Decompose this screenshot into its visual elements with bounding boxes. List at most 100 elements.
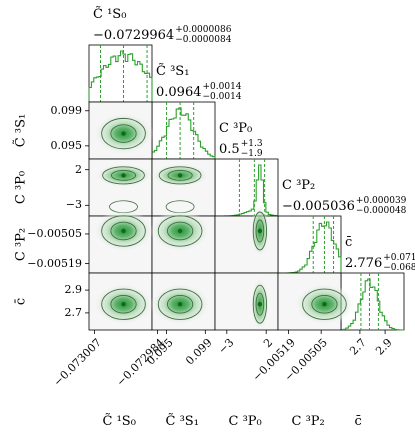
diag-frame-c3p2 xyxy=(277,215,342,274)
histogram-c3p0 xyxy=(215,164,279,217)
title-err-minus-c3s1: −0.0014 xyxy=(202,92,242,102)
histogram-cbar xyxy=(340,278,404,331)
title-err-plus-c1s0: +0.0000086 xyxy=(175,25,232,35)
y-tick-text-c3p0-0: −3 xyxy=(65,198,82,212)
contour-outer-cbar-vs-c1s0 xyxy=(101,288,146,320)
title-errors-cbar: +0.071 −0.068 xyxy=(383,253,415,273)
contour-outer-c3p0-vs-c1s0 xyxy=(102,166,145,185)
title-median-c1s0: −0.0729964 xyxy=(93,28,175,43)
contour-inner-c3s1-vs-c1s0 xyxy=(110,124,137,143)
x-axis-label-c3p0: C ³P₀ xyxy=(229,414,262,429)
y-tick-text-c3p0-1: 2 xyxy=(75,162,82,176)
y-tick-label-cbar-0: 2.7 xyxy=(65,306,83,319)
density-core-cbar-vs-c1s0 xyxy=(121,302,126,307)
contour-inner-c3p2-vs-c3p0 xyxy=(255,219,265,243)
x-axis-label-cbar: c̄ xyxy=(355,414,362,429)
density-core-c3p2-vs-c3p0 xyxy=(257,228,263,234)
x-axis-text-c3p2: C ³P₂ xyxy=(291,414,325,429)
y-axis-label-c3p2: C ³P₂ xyxy=(14,219,29,269)
y-tick-text-cbar-0: 2.7 xyxy=(64,305,83,319)
y-tick-label-c3s1-0: 0.095 xyxy=(51,139,83,152)
title-err-minus-cbar: −0.068 xyxy=(383,263,415,273)
density-core-c3p0-vs-c1s0 xyxy=(121,173,126,178)
title-label-c3s1: C̃ ³S₁ xyxy=(156,64,189,79)
title-err-plus-c3s1: +0.0014 xyxy=(202,82,242,92)
x-axis-text-c3s1: C̃ ³S₁ xyxy=(165,414,199,429)
y-tick-text-cbar-1: 2.9 xyxy=(64,283,83,297)
contour-outer-c3p0-vs-c3s1 xyxy=(158,166,202,185)
contour-inner-c3p2-vs-c1s0 xyxy=(110,221,137,241)
title-label-cbar: c̄ xyxy=(345,235,352,250)
y-tick-label-c3s1-1: 0.099 xyxy=(51,104,83,117)
density-core-c3p2-vs-c3s1 xyxy=(177,228,183,234)
density-core-c3s1-vs-c1s0 xyxy=(121,131,126,136)
contour-inner-c3p0-vs-c1s0 xyxy=(110,169,137,181)
title-err-minus-c1s0: −0.0000084 xyxy=(175,35,232,45)
y-tick-text-c3p2-0: −0.00519 xyxy=(27,256,82,270)
title-label-c3p2: C ³P₂ xyxy=(282,178,315,193)
y-axis-label-cbar: c̄ xyxy=(14,276,29,326)
title-median-cbar: 2.776 xyxy=(345,256,383,271)
y-tick-label-c3p0-1: 2 xyxy=(75,163,82,176)
title-median-c3p2: −0.005036 xyxy=(282,199,355,214)
y-tick-label-cbar-1: 2.9 xyxy=(65,283,83,296)
y-tick-text-c3p2-1: −0.00505 xyxy=(27,226,82,240)
title-err-plus-c3p0: +1.3 xyxy=(240,139,263,149)
density-core-cbar-vs-c3s1 xyxy=(177,302,183,307)
title-err-minus-c3p0: −1.9 xyxy=(240,149,263,159)
diag-frame-c3p0 xyxy=(214,158,279,217)
y-axis-text-cbar: c̄ xyxy=(13,297,29,305)
contour-inner-c3p0-vs-c3s1 xyxy=(167,169,193,181)
title-median-c3s1: 0.0964 xyxy=(156,85,202,100)
x-axis-text-c1s0: C̃ ¹S₀ xyxy=(102,414,136,429)
title-name-c3s1: C̃ ³S₁ xyxy=(156,64,190,79)
histogram-c3s1 xyxy=(151,107,216,159)
title-errors-c3p0: +1.3 −1.9 xyxy=(241,139,263,159)
title-value-c3p2: −0.005036 +0.000039 −0.000048 xyxy=(282,196,406,216)
y-tick-text-c3s1-1: 0.099 xyxy=(50,103,83,117)
y-tick-label-c3p2-1: −0.00505 xyxy=(27,227,82,240)
title-err-plus-cbar: +0.071 xyxy=(383,253,415,263)
y-axis-text-c3p2: C ³P₂ xyxy=(13,227,29,261)
x-axis-label-c3p2: C ³P₂ xyxy=(292,414,325,429)
density-core-c3p0-vs-c3s1 xyxy=(177,173,183,178)
y-axis-label-c3p0: C ³P₀ xyxy=(14,162,29,212)
title-name-c3p0: C ³P₀ xyxy=(219,121,253,136)
title-errors-c1s0: +0.0000086 −0.0000084 xyxy=(175,25,231,45)
contour-outer-cbar-vs-c3s1 xyxy=(157,288,203,320)
contour-outer-c3p2-vs-c1s0 xyxy=(101,215,146,247)
title-name-c1s0: C̃ ¹S₀ xyxy=(93,7,127,22)
title-errors-c3s1: +0.0014 −0.0014 xyxy=(203,82,242,102)
density-core-cbar-vs-c3p2 xyxy=(322,302,327,307)
title-label-c3p0: C ³P₀ xyxy=(219,121,252,136)
x-axis-label-c3s1: C̃ ³S₁ xyxy=(166,414,199,429)
title-median-c3p0: 0.5 xyxy=(219,142,240,157)
title-err-minus-c3p2: −0.000048 xyxy=(355,206,407,216)
title-label-c1s0: C̃ ¹S₀ xyxy=(93,7,126,22)
x-axis-text-cbar: c̄ xyxy=(354,414,362,429)
title-value-c3p0: 0.5 +1.3 −1.9 xyxy=(219,139,263,159)
y-axis-label-c3s1: C̃ ³S₁ xyxy=(14,105,29,155)
density-core-c3p2-vs-c1s0 xyxy=(121,228,126,234)
title-errors-c3p2: +0.000039 −0.000048 xyxy=(356,196,406,216)
title-name-c3p2: C ³P₂ xyxy=(282,178,316,193)
y-tick-text-c3s1-0: 0.095 xyxy=(50,138,83,152)
y-axis-text-c3p0: C ³P₀ xyxy=(13,170,29,204)
contour-outer-c3p2-vs-c3p0 xyxy=(252,211,267,251)
title-value-c3s1: 0.0964 +0.0014 −0.0014 xyxy=(156,82,242,102)
title-value-c1s0: −0.0729964 +0.0000086 −0.0000084 xyxy=(93,25,231,45)
contour-outer-c3s1-vs-c1s0 xyxy=(101,117,146,150)
x-axis-text-c3p0: C ³P₀ xyxy=(228,414,262,429)
title-value-cbar: 2.776 +0.071 −0.068 xyxy=(345,253,415,273)
title-err-plus-c3p2: +0.000039 xyxy=(355,196,407,206)
contour-inner-cbar-vs-c1s0 xyxy=(110,294,137,314)
x-axis-label-c1s0: C̃ ¹S₀ xyxy=(103,414,136,429)
title-name-cbar: c̄ xyxy=(345,235,353,250)
y-tick-label-c3p0-0: −3 xyxy=(66,198,82,211)
contour-outer-cbar-vs-c3p0 xyxy=(252,284,267,324)
density-core-cbar-vs-c3p0 xyxy=(257,302,263,307)
contour-inner-c3p2-vs-c3s1 xyxy=(167,221,194,241)
contour-outer-c3p2-vs-c3s1 xyxy=(157,215,203,247)
y-tick-label-c3p2-0: −0.00519 xyxy=(27,257,82,270)
y-axis-text-c3s1: C̃ ³S₁ xyxy=(13,113,29,147)
